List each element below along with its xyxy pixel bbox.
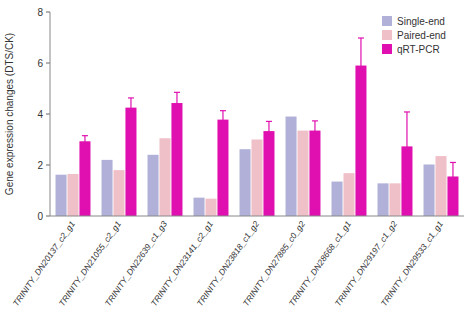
error-bar-line — [406, 112, 407, 181]
error-bar-cap — [450, 190, 456, 191]
error-bar — [220, 111, 226, 129]
error-bar-cap — [128, 117, 134, 118]
bar — [217, 120, 228, 216]
bar — [205, 199, 216, 216]
error-bar-cap — [358, 37, 364, 38]
error-bar — [266, 121, 272, 140]
y-tick-label: 0 — [37, 211, 43, 222]
error-bar-cap — [312, 140, 318, 141]
bar — [171, 103, 182, 216]
x-axis: TRINITY_DN20137_c2_g1TRINITY_DN21055_c2_… — [11, 219, 446, 308]
error-bar-cap — [266, 140, 272, 141]
bar — [79, 141, 90, 216]
y-axis-line — [50, 12, 51, 216]
y-tick-label: 2 — [37, 160, 43, 171]
error-bar — [312, 121, 318, 140]
error-bar-cap — [174, 92, 180, 93]
error-bar-cap — [404, 180, 410, 181]
bar — [297, 131, 308, 216]
bar — [424, 164, 435, 216]
legend-swatch — [382, 16, 392, 26]
error-bar — [174, 92, 180, 113]
error-bar — [358, 38, 364, 93]
bar — [378, 183, 389, 216]
series — [67, 131, 446, 216]
error-bar-line — [314, 121, 315, 140]
y-tick-label: 8 — [37, 7, 43, 18]
bar — [159, 138, 170, 216]
y-axis-label: Gene expression changes (DTS/CK) — [4, 33, 15, 195]
error-bar-line — [360, 38, 361, 93]
bar — [113, 170, 124, 216]
chart: 0 2 4 6 8 TRINITY_DN20137_c2_g1TRINITY_DN2105… — [0, 0, 474, 320]
bar — [67, 174, 78, 216]
error-bar-cap — [128, 97, 134, 98]
error-bar — [82, 136, 88, 147]
error-bar — [450, 162, 456, 190]
error-bar-line — [268, 121, 269, 140]
error-bar-line — [130, 98, 131, 117]
x-axis-line — [50, 216, 464, 217]
error-bar-cap — [358, 92, 364, 93]
error-bar-cap — [220, 110, 226, 111]
y-tick — [46, 12, 50, 13]
error-bar-cap — [404, 111, 410, 112]
y-tick — [46, 114, 50, 115]
error-bar-cap — [450, 162, 456, 163]
bar — [194, 198, 205, 216]
legend-swatch — [382, 30, 392, 40]
legend-label: qRT-PCR — [397, 44, 440, 55]
bar — [56, 175, 67, 216]
bar — [263, 131, 274, 216]
legend: Single-end Paired-end qRT-PCR — [382, 16, 446, 55]
legend-label: Paired-end — [397, 30, 446, 41]
y-axis: 0 2 4 6 8 — [37, 7, 50, 222]
series — [79, 38, 458, 216]
error-bar — [128, 98, 134, 117]
y-tick — [46, 216, 50, 217]
bar — [343, 173, 354, 216]
bar — [286, 117, 297, 216]
legend-swatch — [382, 44, 392, 54]
error-bar-line — [452, 162, 453, 190]
error-bar-line — [84, 136, 85, 147]
bar — [251, 140, 262, 217]
error-bar-line — [222, 111, 223, 129]
bar — [125, 108, 136, 216]
y-tick — [46, 165, 50, 166]
bar — [240, 149, 251, 216]
y-tick-label: 6 — [37, 58, 43, 69]
y-tick-label: 4 — [37, 109, 43, 120]
series — [56, 117, 435, 216]
bar — [332, 182, 343, 216]
bar — [309, 131, 320, 216]
error-bar-cap — [82, 146, 88, 147]
y-tick — [46, 63, 50, 64]
legend-label: Single-end — [397, 16, 445, 27]
error-bar — [404, 112, 410, 181]
error-bar-cap — [266, 121, 272, 122]
x-tick-label: TRINITY_DN29533_c1_g1 — [379, 219, 446, 308]
bar — [148, 155, 159, 216]
error-bar-cap — [312, 120, 318, 121]
error-bar-cap — [82, 135, 88, 136]
bar — [435, 156, 446, 216]
bar — [389, 183, 400, 216]
error-bar-cap — [220, 128, 226, 129]
error-bar-line — [176, 92, 177, 113]
error-bar-cap — [174, 113, 180, 114]
bars — [56, 38, 459, 216]
bar — [102, 160, 113, 216]
